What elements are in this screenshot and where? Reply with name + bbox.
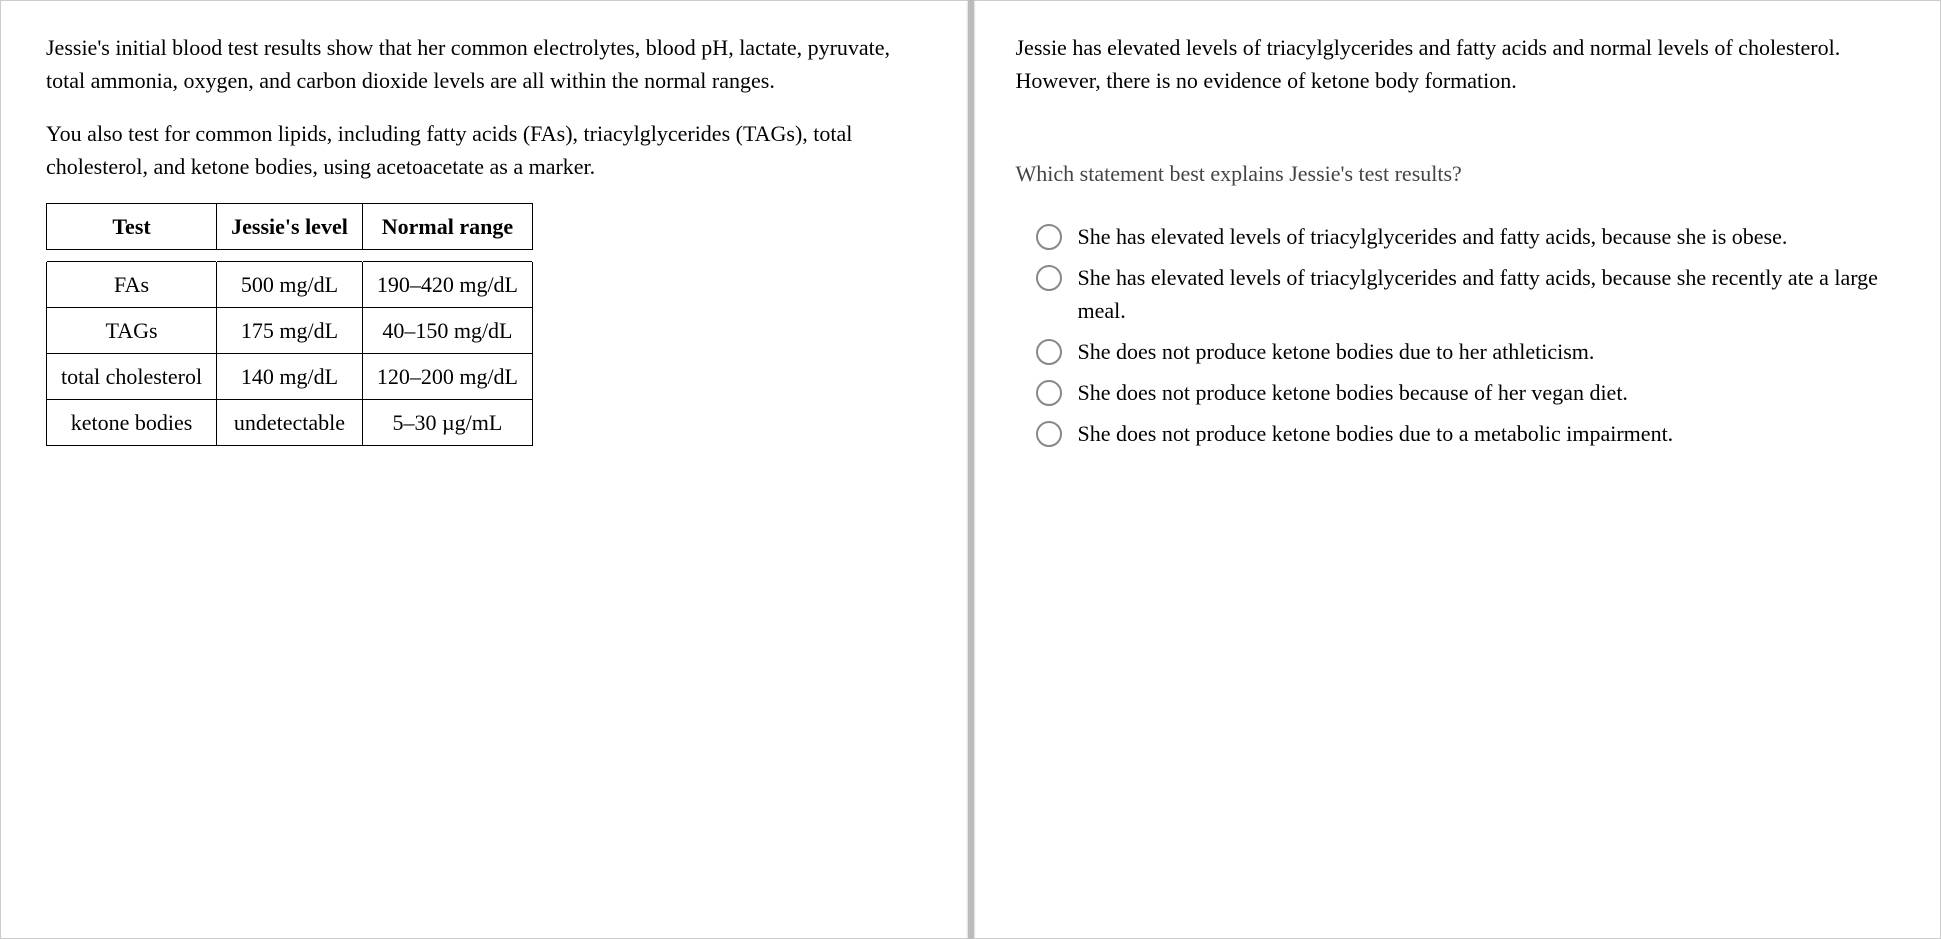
intro-paragraph-2: You also test for common lipids, includi… bbox=[46, 117, 925, 183]
radio-icon bbox=[1036, 265, 1062, 291]
col-header-level: Jessie's level bbox=[217, 204, 363, 250]
table-row: total cholesterol 140 mg/dL 120–200 mg/d… bbox=[47, 354, 533, 400]
option-text: She does not produce ketone bodies due t… bbox=[1078, 417, 1896, 450]
cell-test: TAGs bbox=[47, 308, 217, 354]
table-spacer bbox=[47, 250, 533, 262]
cell-level: 140 mg/dL bbox=[217, 354, 363, 400]
option-text: She does not produce ketone bodies becau… bbox=[1078, 376, 1896, 409]
col-header-test: Test bbox=[47, 204, 217, 250]
question-container: Jessie's initial blood test results show… bbox=[0, 0, 1941, 939]
option-4[interactable]: She does not produce ketone bodies becau… bbox=[1036, 376, 1896, 409]
radio-icon bbox=[1036, 339, 1062, 365]
question-prompt: Which statement best explains Jessie's t… bbox=[1016, 157, 1896, 190]
cell-test: total cholesterol bbox=[47, 354, 217, 400]
radio-icon bbox=[1036, 421, 1062, 447]
summary-paragraph: Jessie has elevated levels of triacylgly… bbox=[1016, 31, 1896, 97]
radio-icon bbox=[1036, 380, 1062, 406]
option-text: She has elevated levels of triacylglycer… bbox=[1078, 220, 1896, 253]
option-3[interactable]: She does not produce ketone bodies due t… bbox=[1036, 335, 1896, 368]
cell-range: 40–150 mg/dL bbox=[362, 308, 532, 354]
options-group: She has elevated levels of triacylglycer… bbox=[1036, 220, 1896, 450]
lipid-results-table: Test Jessie's level Normal range FAs 500… bbox=[46, 203, 533, 446]
cell-level: undetectable bbox=[217, 400, 363, 446]
cell-range: 120–200 mg/dL bbox=[362, 354, 532, 400]
cell-range: 5–30 µg/mL bbox=[362, 400, 532, 446]
right-panel: Jessie has elevated levels of triacylgly… bbox=[971, 1, 1941, 938]
cell-test: FAs bbox=[47, 262, 217, 308]
col-header-range: Normal range bbox=[362, 204, 532, 250]
table-row: FAs 500 mg/dL 190–420 mg/dL bbox=[47, 262, 533, 308]
cell-level: 500 mg/dL bbox=[217, 262, 363, 308]
cell-level: 175 mg/dL bbox=[217, 308, 363, 354]
table-header-row: Test Jessie's level Normal range bbox=[47, 204, 533, 250]
option-5[interactable]: She does not produce ketone bodies due t… bbox=[1036, 417, 1896, 450]
cell-range: 190–420 mg/dL bbox=[362, 262, 532, 308]
option-2[interactable]: She has elevated levels of triacylglycer… bbox=[1036, 261, 1896, 327]
option-text: She does not produce ketone bodies due t… bbox=[1078, 335, 1896, 368]
option-text: She has elevated levels of triacylglycer… bbox=[1078, 261, 1896, 327]
table-row: TAGs 175 mg/dL 40–150 mg/dL bbox=[47, 308, 533, 354]
left-panel: Jessie's initial blood test results show… bbox=[1, 1, 971, 938]
cell-test: ketone bodies bbox=[47, 400, 217, 446]
radio-icon bbox=[1036, 224, 1062, 250]
intro-paragraph-1: Jessie's initial blood test results show… bbox=[46, 31, 925, 97]
option-1[interactable]: She has elevated levels of triacylglycer… bbox=[1036, 220, 1896, 253]
table-row: ketone bodies undetectable 5–30 µg/mL bbox=[47, 400, 533, 446]
